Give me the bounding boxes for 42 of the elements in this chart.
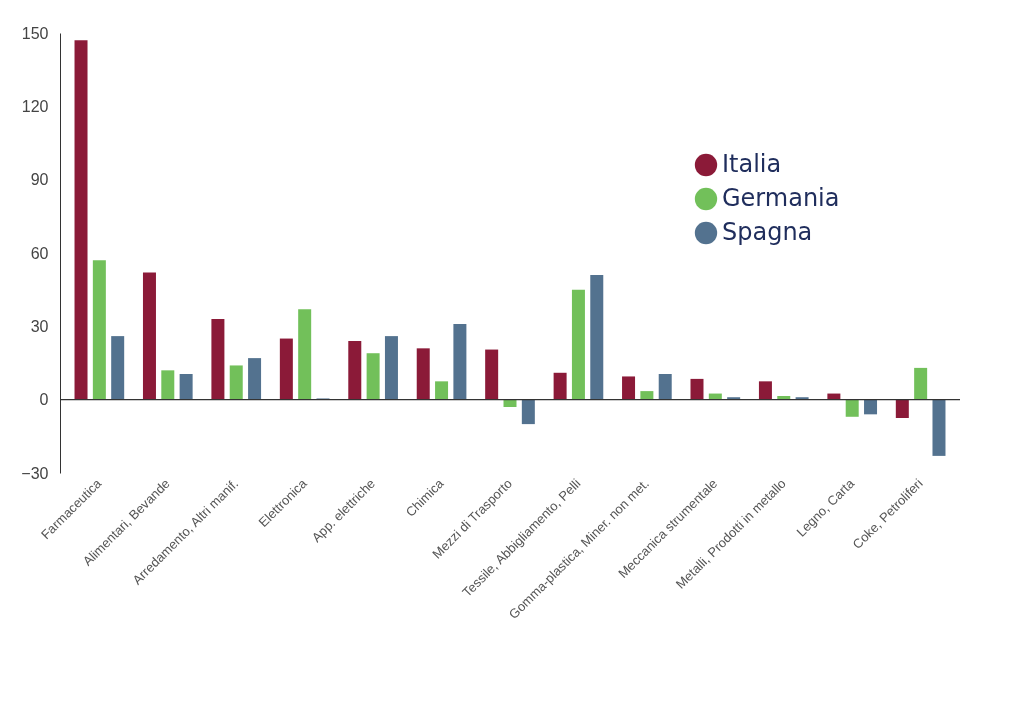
bar — [211, 319, 225, 400]
bar — [658, 374, 672, 400]
bar — [914, 367, 928, 400]
bar — [485, 349, 499, 400]
bar — [348, 341, 362, 400]
bar — [366, 353, 380, 400]
y-tick-label: 60 — [30, 244, 49, 262]
legend-label: Italia — [722, 150, 782, 178]
bar — [571, 289, 585, 400]
bar — [298, 309, 312, 400]
bar — [416, 348, 430, 400]
bar — [161, 370, 175, 400]
bar — [111, 336, 125, 400]
y-tick-label: 30 — [30, 317, 49, 335]
bar — [932, 399, 946, 456]
bar — [895, 399, 909, 418]
bar — [74, 40, 88, 400]
legend-label: Spagna — [722, 218, 813, 246]
bar — [690, 378, 704, 400]
bar — [142, 272, 156, 400]
bar — [590, 275, 604, 400]
bar — [521, 399, 535, 425]
legend-label: Germania — [722, 184, 840, 212]
bar — [845, 399, 859, 417]
y-tick-label: 150 — [21, 24, 49, 42]
bar — [453, 323, 467, 400]
bar — [864, 399, 878, 415]
bar — [758, 381, 772, 400]
bar — [384, 336, 398, 400]
bar — [435, 381, 449, 400]
bar — [229, 365, 243, 400]
bar — [248, 358, 262, 400]
y-tick-label: 0 — [39, 391, 49, 409]
bar — [622, 376, 636, 400]
bar — [179, 374, 193, 400]
y-tick-label: −30 — [21, 464, 49, 482]
y-tick-label: 120 — [21, 97, 49, 115]
bar — [279, 338, 293, 400]
bar — [503, 399, 517, 407]
y-tick-label: 90 — [30, 171, 49, 189]
bar — [92, 260, 106, 400]
bar — [553, 372, 567, 400]
